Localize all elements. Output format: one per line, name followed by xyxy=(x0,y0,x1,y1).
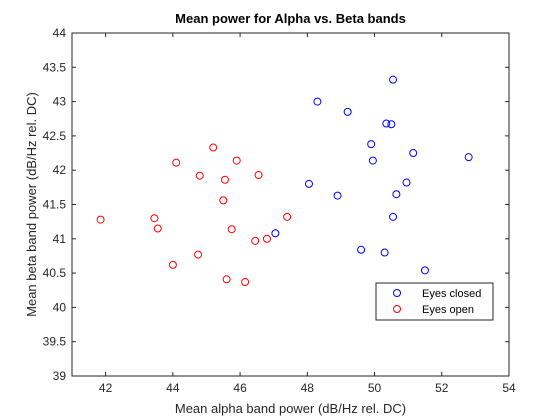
y-tick-label: 41.5 xyxy=(43,198,67,212)
x-tick-label: 50 xyxy=(368,381,382,395)
data-point-eyes-open xyxy=(251,236,260,245)
data-point-eyes-closed xyxy=(367,140,376,149)
x-tick-label: 42 xyxy=(99,381,113,395)
data-point-eyes-open xyxy=(222,275,231,284)
data-point-eyes-closed xyxy=(389,212,398,221)
x-axis-label: Mean alpha band power (dB/Hz rel. DC) xyxy=(175,401,406,416)
data-point-eyes-open xyxy=(194,250,203,259)
x-tick-label: 46 xyxy=(233,381,247,395)
data-point-eyes-closed xyxy=(382,119,391,128)
data-point-eyes-closed xyxy=(343,107,352,116)
y-tick-label: 43 xyxy=(53,95,67,109)
data-point-eyes-open xyxy=(283,212,292,221)
data-point-eyes-closed xyxy=(333,191,342,200)
data-point-eyes-open xyxy=(96,215,105,224)
y-tick-label: 39 xyxy=(53,369,67,383)
x-tick-label: 54 xyxy=(502,381,516,395)
data-points xyxy=(96,75,473,287)
data-point-eyes-open xyxy=(209,143,218,152)
data-point-eyes-open xyxy=(219,196,228,205)
y-tick-label: 40 xyxy=(53,300,67,314)
y-tick-label: 42.5 xyxy=(43,129,67,143)
data-point-eyes-closed xyxy=(409,149,418,158)
data-point-eyes-open xyxy=(232,156,241,165)
y-tick-label: 44 xyxy=(53,26,67,40)
data-point-eyes-open xyxy=(172,158,181,167)
data-point-eyes-closed xyxy=(392,190,401,199)
data-point-eyes-open xyxy=(241,278,250,287)
y-axis-label: Mean beta band power (dB/Hz rel. DC) xyxy=(24,92,39,317)
legend-box xyxy=(375,282,494,321)
x-tick-label: 48 xyxy=(301,381,315,395)
data-point-eyes-open xyxy=(262,234,271,243)
data-point-eyes-open xyxy=(195,171,204,180)
x-tick-label: 52 xyxy=(435,381,449,395)
legend-entry-label: Eyes closed xyxy=(422,288,481,300)
data-point-eyes-open xyxy=(150,214,159,223)
legend: Eyes closed Eyes open xyxy=(375,282,494,321)
data-point-eyes-closed xyxy=(368,156,377,165)
data-point-eyes-closed xyxy=(304,179,313,188)
data-point-eyes-open xyxy=(254,171,263,180)
x-tick-label: 44 xyxy=(166,381,180,395)
y-tick-label: 43.5 xyxy=(43,60,67,74)
legend-entry-label: Eyes open xyxy=(422,304,474,316)
data-point-eyes-open xyxy=(220,175,229,184)
plot-area xyxy=(71,32,510,377)
axis-ticks: 42 44 46 48 50 52 54 39 39.5 40 40.5 41 41.5 42 42.5 43… xyxy=(43,26,516,395)
data-point-eyes-open xyxy=(227,225,236,234)
data-point-eyes-closed xyxy=(357,245,366,254)
data-point-eyes-closed xyxy=(313,97,322,106)
data-point-eyes-closed xyxy=(380,248,389,257)
chart-title: Mean power for Alpha vs. Beta bands xyxy=(175,11,406,26)
legend-marker xyxy=(393,289,401,297)
data-point-eyes-open xyxy=(168,260,177,269)
y-tick-label: 39.5 xyxy=(43,335,67,349)
legend-marker xyxy=(393,305,401,313)
data-point-eyes-closed xyxy=(420,266,429,275)
y-tick-label: 41 xyxy=(53,232,67,246)
data-point-eyes-closed xyxy=(402,178,411,187)
data-point-eyes-closed xyxy=(464,153,473,162)
y-tick-label: 40.5 xyxy=(43,266,67,280)
data-point-eyes-closed xyxy=(271,229,280,238)
data-point-eyes-closed xyxy=(387,120,396,129)
data-point-eyes-open xyxy=(153,224,162,233)
y-tick-label: 42 xyxy=(53,163,67,177)
data-point-eyes-closed xyxy=(389,75,398,84)
